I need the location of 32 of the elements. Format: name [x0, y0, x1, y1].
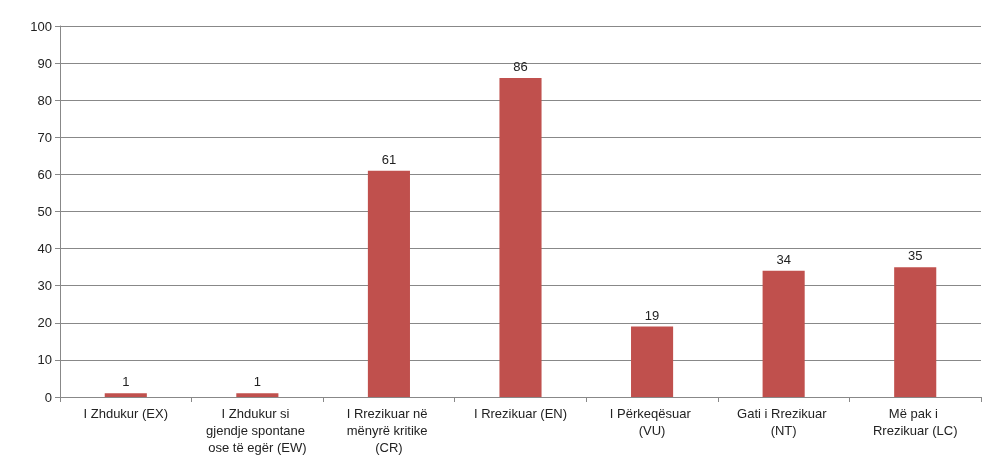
y-tick-label: 50: [37, 204, 52, 219]
y-tick-label: 60: [37, 166, 52, 182]
bar: [367, 170, 410, 397]
x-tick-label: I Zhdukur si gjendje spontane ose të egër (EW): [206, 406, 309, 455]
bar: [499, 77, 542, 397]
bar: [631, 326, 674, 397]
data-label: 35: [907, 248, 923, 264]
data-label: 86: [513, 58, 528, 74]
data-label: 19: [644, 307, 660, 323]
x-tick-label: I Rrezikuar në mënyrë kritike (CR): [346, 406, 432, 455]
y-tick-label: 20: [37, 315, 52, 331]
y-tick-label: 100: [30, 18, 52, 34]
y-tick-label: 40: [37, 241, 52, 257]
data-label: 34: [776, 251, 791, 267]
y-tick-label: 10: [37, 352, 52, 368]
y-tick-label: 0: [44, 389, 52, 405]
bar: [894, 267, 937, 397]
x-tick-label: I Zhdukur (EX): [83, 406, 169, 421]
bar: [762, 270, 805, 397]
data-label: 1: [122, 374, 130, 390]
x-tick-label: I Përkeqësuar (VU): [609, 406, 695, 438]
y-tick-label: 30: [37, 278, 52, 294]
y-tick-label: 90: [37, 55, 52, 71]
bar: [104, 393, 147, 397]
x-tick-label: Gati i Rrezikuar (NT): [737, 406, 831, 438]
data-label: 61: [381, 151, 397, 167]
x-tick-label: Më pak i Rrezikuar (LC): [872, 406, 958, 438]
data-label: 1: [253, 374, 261, 390]
y-tick-label: 70: [37, 129, 52, 145]
y-tick-label: 80: [37, 92, 52, 108]
bar: [236, 393, 279, 397]
x-tick-label: I Rrezikuar (EN): [473, 406, 568, 421]
